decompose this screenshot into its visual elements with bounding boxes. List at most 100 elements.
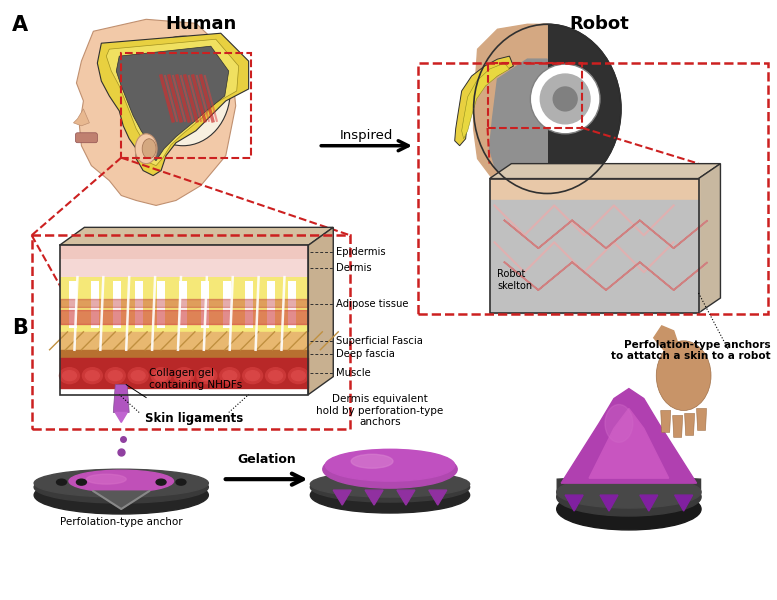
Ellipse shape bbox=[34, 476, 208, 514]
Polygon shape bbox=[565, 495, 583, 511]
Polygon shape bbox=[74, 109, 89, 126]
Polygon shape bbox=[106, 39, 239, 166]
Ellipse shape bbox=[351, 454, 393, 468]
Ellipse shape bbox=[310, 477, 469, 513]
Bar bbox=[487, 63, 582, 128]
Bar bbox=[60, 358, 308, 388]
Bar bbox=[60, 259, 308, 277]
Bar bbox=[60, 350, 308, 358]
Polygon shape bbox=[490, 59, 547, 184]
Ellipse shape bbox=[60, 368, 79, 383]
Ellipse shape bbox=[85, 371, 99, 380]
Ellipse shape bbox=[128, 368, 148, 383]
Polygon shape bbox=[117, 46, 228, 161]
Bar bbox=[223, 281, 231, 328]
Polygon shape bbox=[462, 63, 510, 139]
Text: Skin ligaments: Skin ligaments bbox=[145, 412, 243, 425]
Polygon shape bbox=[490, 164, 720, 179]
Ellipse shape bbox=[266, 368, 285, 383]
Ellipse shape bbox=[177, 371, 191, 380]
Text: Epidermis: Epidermis bbox=[336, 247, 386, 257]
Polygon shape bbox=[561, 389, 696, 483]
Polygon shape bbox=[474, 24, 547, 193]
FancyBboxPatch shape bbox=[75, 133, 97, 143]
Bar bbox=[60, 310, 308, 324]
Ellipse shape bbox=[269, 371, 283, 380]
Ellipse shape bbox=[82, 368, 103, 383]
Ellipse shape bbox=[556, 488, 701, 530]
Polygon shape bbox=[455, 56, 514, 146]
Bar bbox=[245, 281, 253, 328]
Ellipse shape bbox=[605, 404, 632, 442]
Ellipse shape bbox=[34, 469, 208, 497]
Ellipse shape bbox=[156, 479, 166, 485]
Polygon shape bbox=[589, 409, 669, 478]
Bar bbox=[157, 281, 165, 328]
Ellipse shape bbox=[657, 341, 711, 410]
Ellipse shape bbox=[57, 479, 67, 485]
Ellipse shape bbox=[131, 371, 145, 380]
Text: Muscle: Muscle bbox=[336, 368, 371, 377]
Bar bbox=[418, 63, 768, 314]
Bar bbox=[60, 277, 308, 332]
Ellipse shape bbox=[136, 36, 230, 146]
Polygon shape bbox=[397, 490, 415, 505]
Polygon shape bbox=[60, 227, 333, 245]
Polygon shape bbox=[113, 385, 129, 412]
Ellipse shape bbox=[246, 371, 260, 380]
Text: A: A bbox=[12, 16, 28, 35]
Ellipse shape bbox=[106, 368, 125, 383]
Bar bbox=[288, 281, 297, 328]
Polygon shape bbox=[308, 227, 333, 395]
Bar bbox=[490, 179, 699, 313]
Ellipse shape bbox=[62, 371, 76, 380]
Bar bbox=[60, 299, 308, 307]
Text: Robot: Robot bbox=[569, 16, 629, 34]
Ellipse shape bbox=[154, 371, 168, 380]
Polygon shape bbox=[365, 490, 383, 505]
Polygon shape bbox=[600, 495, 618, 511]
Ellipse shape bbox=[556, 478, 701, 516]
Ellipse shape bbox=[220, 368, 239, 383]
Ellipse shape bbox=[474, 24, 621, 193]
Text: Deep fascia: Deep fascia bbox=[336, 349, 395, 359]
Ellipse shape bbox=[322, 451, 457, 488]
Polygon shape bbox=[699, 164, 720, 313]
Bar bbox=[490, 200, 699, 313]
Ellipse shape bbox=[197, 368, 217, 383]
Text: Collagen gel
containing NHDFs: Collagen gel containing NHDFs bbox=[149, 368, 242, 389]
Ellipse shape bbox=[223, 371, 237, 380]
Ellipse shape bbox=[310, 472, 469, 502]
Text: Human: Human bbox=[166, 16, 236, 34]
Bar bbox=[60, 245, 308, 395]
Bar bbox=[121, 53, 251, 158]
Polygon shape bbox=[429, 490, 447, 505]
Ellipse shape bbox=[200, 371, 214, 380]
Text: Inspired: Inspired bbox=[340, 129, 393, 142]
Polygon shape bbox=[660, 410, 671, 433]
Bar bbox=[201, 281, 209, 328]
Polygon shape bbox=[333, 490, 351, 505]
Bar bbox=[113, 281, 121, 328]
Polygon shape bbox=[696, 409, 706, 430]
Text: Robot
skelton: Robot skelton bbox=[497, 269, 532, 291]
Ellipse shape bbox=[108, 371, 122, 380]
Bar bbox=[32, 235, 350, 430]
Text: Perfolation-type anchors
to attatch a skin to a robot: Perfolation-type anchors to attatch a sk… bbox=[611, 340, 770, 361]
Ellipse shape bbox=[151, 368, 171, 383]
Ellipse shape bbox=[34, 471, 208, 503]
Ellipse shape bbox=[76, 479, 86, 485]
Polygon shape bbox=[115, 412, 127, 422]
Circle shape bbox=[553, 87, 577, 111]
Polygon shape bbox=[673, 415, 683, 437]
Ellipse shape bbox=[142, 139, 156, 158]
Circle shape bbox=[540, 74, 590, 124]
Text: Dermis: Dermis bbox=[336, 263, 372, 273]
Text: Gelation: Gelation bbox=[237, 453, 296, 466]
Text: Dermis equivalent
hold by perforation-type
anchors: Dermis equivalent hold by perforation-ty… bbox=[316, 394, 444, 427]
Ellipse shape bbox=[291, 371, 305, 380]
Text: Superficial Fascia: Superficial Fascia bbox=[336, 336, 423, 346]
Ellipse shape bbox=[135, 134, 157, 164]
Polygon shape bbox=[557, 475, 701, 497]
Ellipse shape bbox=[86, 474, 126, 484]
